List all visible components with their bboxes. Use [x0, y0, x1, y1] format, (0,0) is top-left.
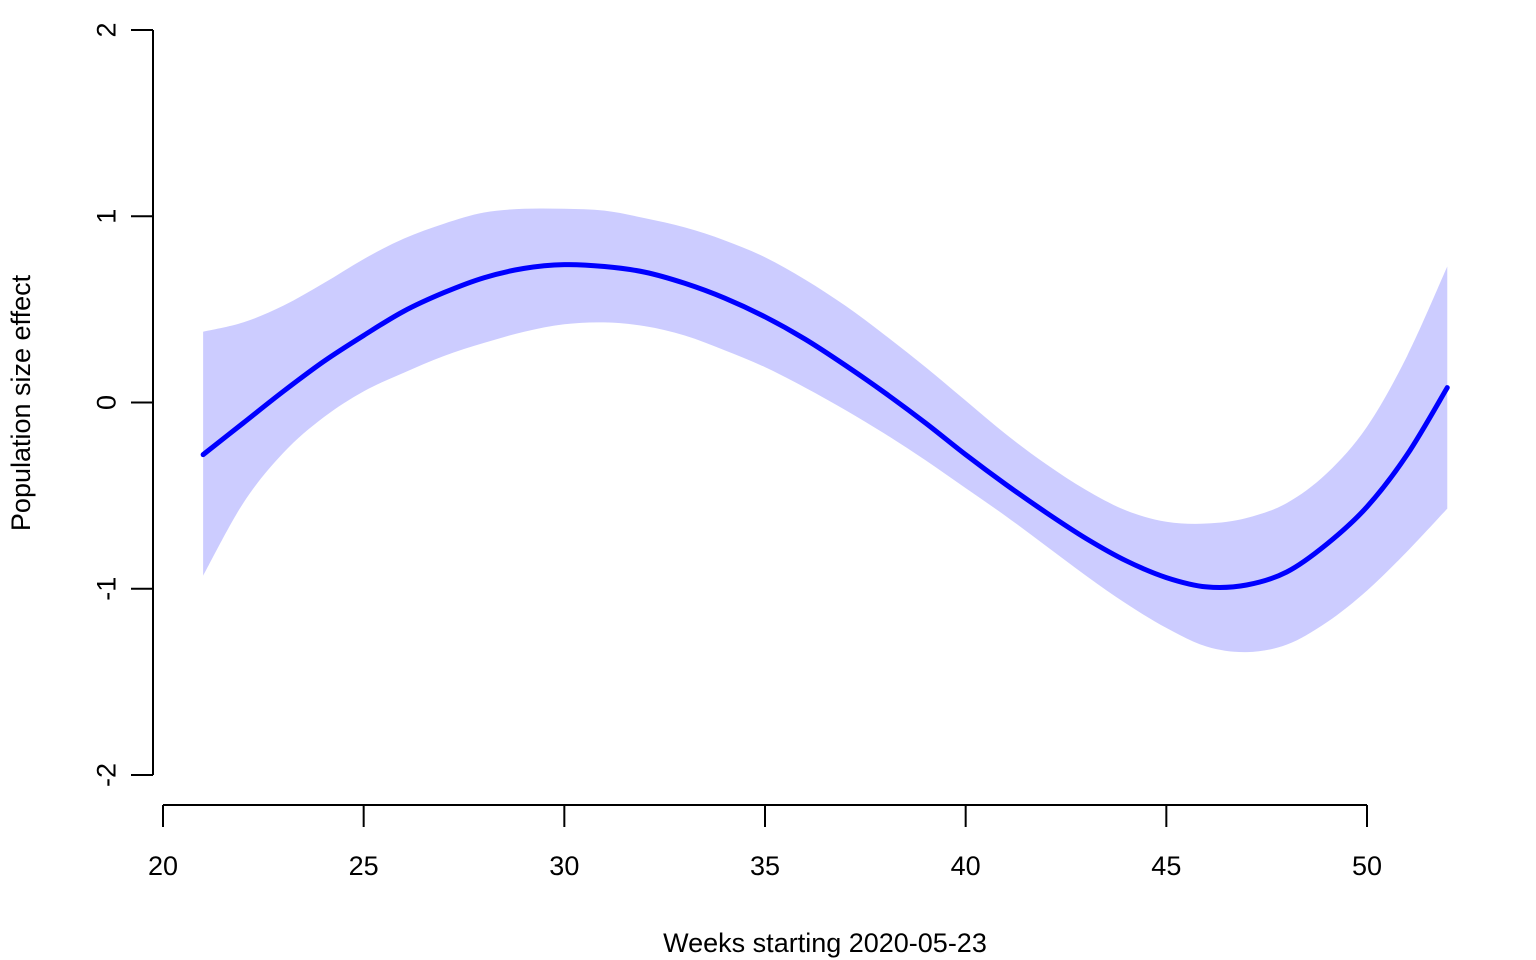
x-tick-label: 40: [951, 851, 981, 881]
y-tick-label: -2: [91, 763, 121, 787]
effect-line: [200, 262, 1450, 590]
x-tick-label: 20: [148, 851, 178, 881]
y-axis: -2 -1 0 1 2: [91, 22, 154, 787]
x-tick-label: 25: [349, 851, 379, 881]
x-axis: 20 25 30 35 40 45 50: [148, 804, 1382, 881]
x-axis-title: Weeks starting 2020-05-23: [663, 928, 987, 958]
y-tick-label: 0: [91, 395, 121, 410]
confidence-band: [203, 208, 1448, 653]
x-tick-label: 30: [549, 851, 579, 881]
x-tick-label: 35: [750, 851, 780, 881]
y-tick-label: 1: [91, 209, 121, 224]
x-tick-label: 50: [1352, 851, 1382, 881]
y-tick-label: 2: [91, 22, 121, 37]
y-axis-title: Population size effect: [6, 274, 36, 531]
confidence-band-layer: [203, 208, 1448, 653]
x-tick-label: 45: [1151, 851, 1181, 881]
effect-line-layer: [200, 262, 1450, 590]
y-tick-label: -1: [91, 577, 121, 601]
